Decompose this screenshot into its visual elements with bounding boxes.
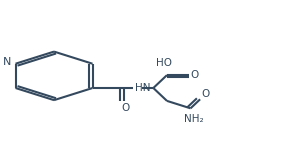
- Text: O: O: [121, 103, 129, 113]
- Text: O: O: [190, 70, 198, 80]
- Text: HN: HN: [135, 83, 150, 93]
- Text: HO: HO: [156, 58, 172, 68]
- Text: N: N: [3, 57, 11, 67]
- Text: NH₂: NH₂: [184, 114, 203, 124]
- Text: O: O: [202, 88, 210, 99]
